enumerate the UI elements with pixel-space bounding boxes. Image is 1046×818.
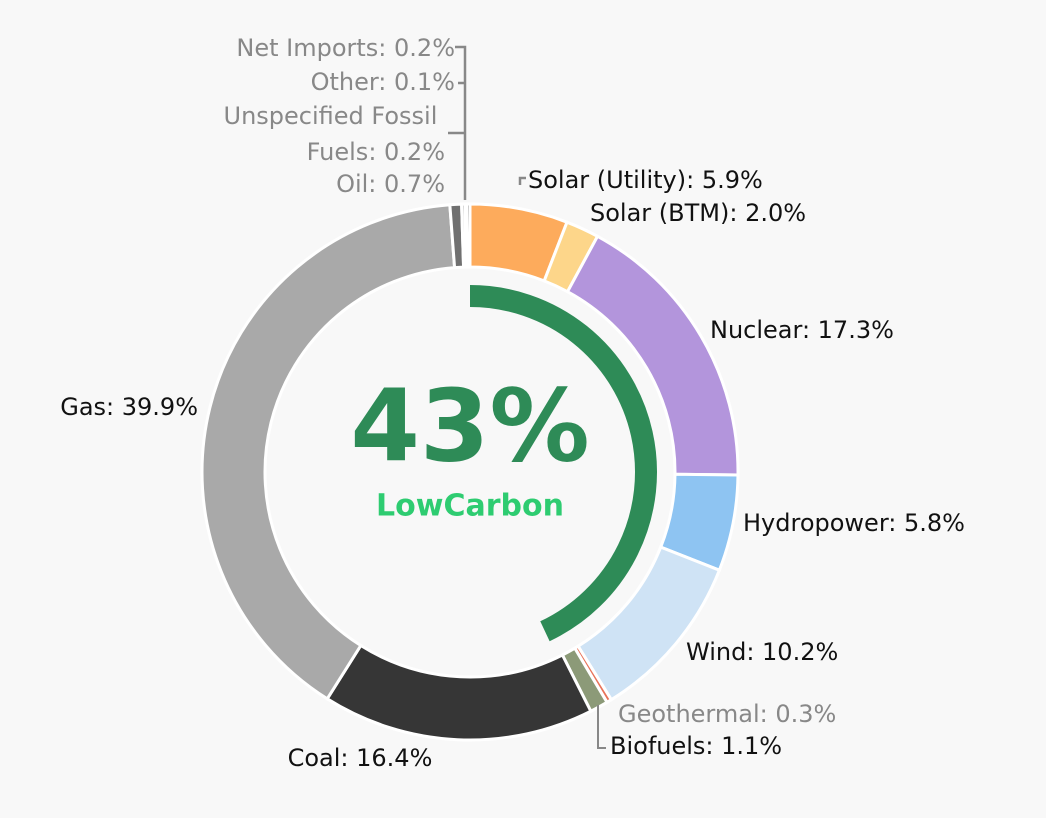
leader <box>455 45 467 200</box>
leader <box>597 705 606 749</box>
data-label: Other: 0.1% <box>311 68 455 96</box>
data-label: Gas: 39.9% <box>60 393 198 421</box>
center-label: LowCarbon <box>376 489 564 524</box>
segment <box>325 643 593 742</box>
segment <box>200 203 457 701</box>
data-label: Unspecified Fossil Fuels: 0.2% <box>224 102 446 166</box>
data-label: Biofuels: 1.1% <box>610 732 782 760</box>
segment <box>465 202 472 269</box>
leader <box>518 176 526 185</box>
low-carbon-arc <box>469 285 657 642</box>
data-label: Wind: 10.2% <box>686 638 838 666</box>
center-value: 43% <box>350 367 589 484</box>
donut <box>200 202 740 742</box>
data-label: Solar (Utility): 5.9% <box>528 166 763 194</box>
data-label: Oil: 0.7% <box>336 170 445 198</box>
segment <box>576 545 722 702</box>
data-label: Solar (BTM): 2.0% <box>590 199 806 227</box>
data-label: Hydropower: 5.8% <box>743 509 965 537</box>
data-label: Nuclear: 17.3% <box>710 316 894 344</box>
data-label: Coal: 16.4% <box>288 744 433 772</box>
data-label: Geothermal: 0.3% <box>618 700 836 728</box>
leader-lines <box>448 45 606 749</box>
data-label: Net Imports: 0.2% <box>236 34 455 62</box>
